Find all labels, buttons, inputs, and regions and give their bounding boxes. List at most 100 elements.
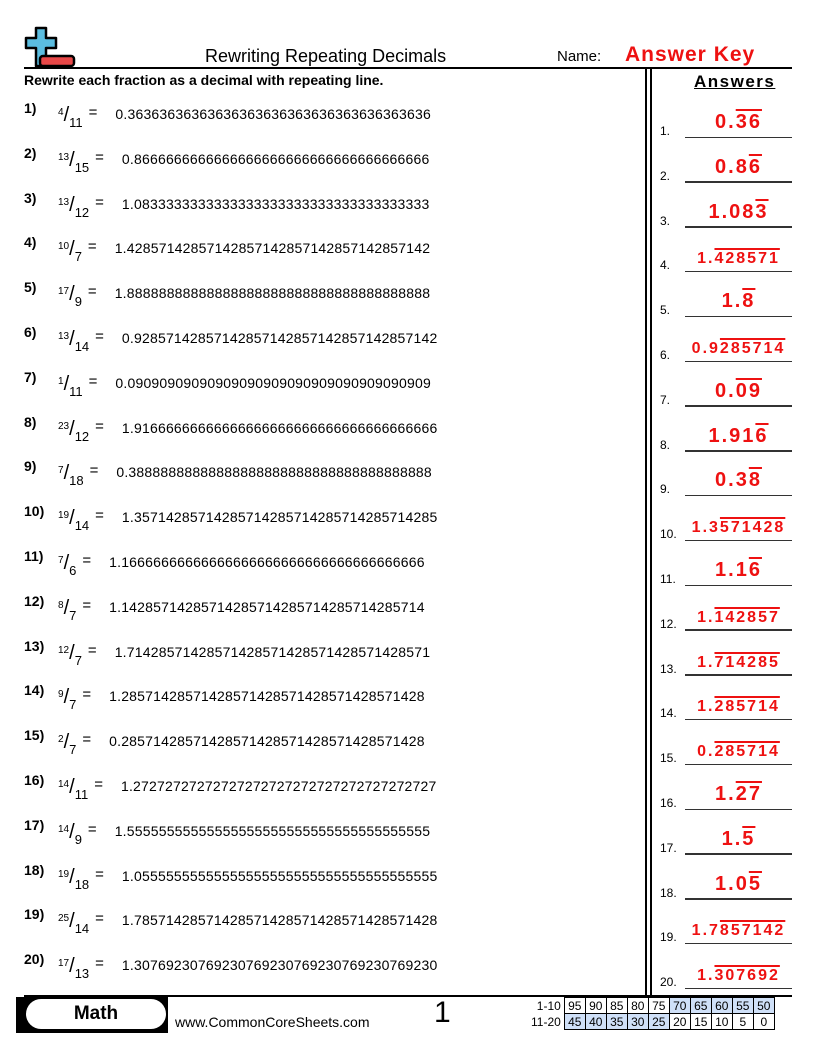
- problem-number: 10): [24, 503, 45, 520]
- fraction-slash: /: [63, 462, 70, 485]
- problem-number: 17): [24, 816, 45, 833]
- subject-badge: Math: [26, 999, 166, 1029]
- problem-number: 19): [24, 906, 45, 923]
- denominator: 11: [69, 383, 83, 399]
- problem-row: 2) 13/15 = 0.866666666666666666666666666666…: [24, 145, 430, 189]
- numerator: 12: [58, 644, 70, 656]
- answer-item: 2. 0.86: [660, 143, 792, 183]
- answer-item: 5. 1.8: [660, 277, 792, 318]
- equals-sign: =: [94, 776, 103, 793]
- numerator: 13: [58, 151, 70, 163]
- answer-item: 16. 1.27: [660, 770, 792, 810]
- answer-repeating: 3: [755, 200, 769, 223]
- equals-sign: =: [82, 731, 92, 749]
- problem-number: 15): [24, 727, 45, 744]
- answer-line: [685, 808, 792, 810]
- denominator: 18: [74, 876, 90, 892]
- problem-number: 12): [24, 592, 45, 609]
- answer-line: [685, 181, 792, 183]
- answer-number: 3.: [660, 213, 671, 228]
- answer-value: 1.916: [685, 425, 792, 448]
- problem-number: 6): [24, 324, 37, 340]
- denominator: 14: [74, 339, 90, 354]
- numerator: 4: [58, 107, 64, 118]
- answer-repeating: 09: [735, 379, 762, 402]
- answer-repeating: 428571: [714, 250, 780, 268]
- numerator: 7: [58, 465, 64, 477]
- answer-nonrepeating: 0.9: [691, 340, 720, 357]
- decimal-expansion: 1.27272727272727272727272727272727272727: [120, 778, 437, 794]
- score-cell: 60: [710, 997, 733, 1014]
- score-cell: 5: [731, 1013, 754, 1030]
- answer-repeating: 5: [748, 872, 762, 895]
- answer-value: 1.714285: [685, 654, 792, 672]
- fraction-slash: /: [69, 238, 75, 261]
- answer-nonrepeating: 1.3: [691, 519, 720, 537]
- numerator: 9: [58, 689, 64, 701]
- fraction-slash: /: [69, 641, 75, 664]
- problem-number: 5): [24, 279, 37, 296]
- answer-repeating: 27: [735, 783, 762, 805]
- answer-item: 4. 1.428571: [660, 232, 792, 273]
- answer-number: 10.: [660, 527, 677, 542]
- answer-item: 6. 0.9285714: [660, 322, 792, 362]
- name-value: Answer Key: [625, 43, 756, 66]
- fraction: 2/7: [58, 731, 76, 757]
- score-cell: 35: [605, 1013, 628, 1030]
- page-number: 1: [434, 996, 451, 1029]
- answer-nonrepeating: 0.: [715, 111, 736, 133]
- footer-divider: [24, 995, 792, 997]
- denominator: 6: [69, 563, 77, 578]
- fraction-slash: /: [63, 552, 70, 574]
- fraction: 13/12: [58, 194, 89, 220]
- equals-sign: =: [82, 596, 92, 614]
- problem-row: 10) 19/14 = 1.35714285714285714285714285714…: [24, 503, 437, 547]
- fraction: 19/14: [58, 507, 89, 533]
- fraction: 8/7: [58, 597, 76, 623]
- numerator: 1: [58, 375, 64, 387]
- answer-item: 13. 1.714285: [660, 636, 792, 676]
- fraction: 4/11: [58, 104, 83, 130]
- problem-row: 12) 8/7 = 1.1428571428571428571428571428571…: [24, 593, 425, 637]
- answer-repeating: 714285: [714, 653, 780, 671]
- score-cell: 30: [626, 1013, 649, 1030]
- equals-sign: =: [95, 417, 104, 435]
- answer-number: 9.: [660, 482, 671, 497]
- answer-line: [685, 942, 792, 945]
- answer-number: 4.: [660, 258, 671, 273]
- fraction: 19/18: [58, 866, 89, 892]
- denominator: 7: [69, 697, 77, 713]
- equals-sign: =: [82, 686, 92, 704]
- equals-sign: =: [87, 283, 97, 301]
- score-cell: 20: [668, 1013, 691, 1030]
- answer-repeating: 571428: [719, 519, 786, 537]
- answer-repeating: 6: [748, 559, 762, 581]
- answer-repeating: 285714: [719, 340, 786, 357]
- denominator: 9: [74, 294, 82, 310]
- problem-number: 18): [24, 861, 45, 878]
- answer-line: [685, 405, 792, 407]
- problem-row: 8) 23/12 = 1.916666666666666666666666666666…: [24, 414, 437, 458]
- answer-item: 20. 1.307692: [660, 949, 792, 990]
- problem-number: 4): [24, 234, 37, 251]
- instructions: Rewrite each fraction as a decimal with …: [24, 72, 384, 88]
- answer-nonrepeating: 1.91: [708, 424, 756, 447]
- problem-number: 2): [24, 144, 37, 161]
- denominator: 12: [74, 428, 90, 444]
- score-row-label: 1-10: [536, 998, 561, 1013]
- answer-nonrepeating: 1.0: [715, 872, 749, 895]
- answer-nonrepeating: 0.: [697, 743, 715, 761]
- answer-repeating: 307692: [714, 967, 780, 985]
- score-cell: 15: [689, 1013, 712, 1030]
- score-table: 1-10 95 90 85 80 75 70 65 60 55 50 11-20 45 40 35 30 25 2…: [528, 997, 775, 1030]
- answer-nonrepeating: 1.08: [708, 200, 756, 223]
- score-cell: 80: [626, 997, 649, 1014]
- answer-value: 1.27: [685, 783, 792, 806]
- answer-line: [685, 315, 792, 318]
- score-row: 11-20 45 40 35 30 25 20 15 10 5 0: [528, 1013, 775, 1030]
- answer-value: 0.36: [685, 111, 792, 134]
- equals-sign: =: [87, 238, 97, 256]
- answer-number: 19.: [660, 930, 677, 945]
- fraction-slash: /: [63, 596, 70, 619]
- equals-sign: =: [87, 820, 97, 838]
